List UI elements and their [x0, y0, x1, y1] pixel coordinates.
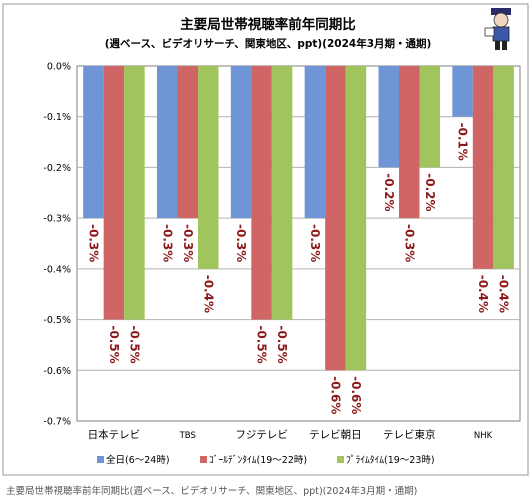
data-label: -0.4%	[476, 275, 490, 313]
chart-title: 主要局世帯視聴率前年同期比	[180, 16, 356, 33]
chart-subtitle: (週ベース、ビデオリサーチ、関東地区、ppt)(2024年3月期・通期)	[105, 37, 432, 50]
x-tick-label: テレビ朝日	[309, 429, 362, 441]
legend-label: ｺﾞｰﾙﾃﾞﾝﾀｲﾑ(19〜22時)	[209, 455, 307, 466]
data-label: -0.3%	[234, 224, 248, 262]
bar	[399, 66, 420, 219]
data-label: -0.1%	[456, 123, 470, 161]
bar	[419, 66, 440, 168]
y-tick-label: -0.1%	[43, 112, 71, 123]
data-label: -0.3%	[181, 224, 195, 262]
data-label: -0.2%	[382, 173, 396, 211]
x-tick-label: テレビ東京	[383, 428, 436, 441]
plot-border	[76, 65, 521, 422]
data-label: -0.3%	[86, 224, 100, 262]
bar	[452, 66, 473, 117]
figure-caption: 主要局世帯視聴率前年同期比(週ベース、ビデオリサーチ、関東地区、ppt)(202…	[6, 486, 418, 497]
legend-swatch	[97, 456, 104, 463]
y-tick-label: -0.2%	[43, 163, 71, 174]
data-label: -0.3%	[308, 224, 322, 262]
data-label: -0.5%	[255, 325, 269, 363]
data-label: -0.4%	[201, 275, 215, 313]
y-tick-label: -0.7%	[43, 417, 71, 428]
bar	[472, 66, 494, 269]
bar	[271, 66, 293, 320]
data-label: -0.6%	[349, 376, 363, 414]
bar	[103, 66, 125, 320]
data-label: -0.2%	[423, 173, 437, 211]
bar	[177, 66, 198, 219]
bar	[325, 66, 346, 371]
x-tick-label: NHK	[474, 431, 493, 441]
legend-label: 全日(6〜24時)	[106, 454, 170, 466]
y-tick-label: -0.5%	[43, 315, 71, 326]
y-tick-label: -0.3%	[43, 214, 71, 225]
data-label: -0.3%	[402, 224, 416, 262]
y-tick-label: 0.0%	[47, 62, 71, 73]
bar	[251, 66, 272, 320]
bar	[198, 66, 219, 269]
bar	[304, 66, 326, 219]
bar	[230, 66, 252, 219]
plot-area: 0.0% -0.1% -0.2% -0.3% -0.4% -0.5% -0.6% -0.7% -…	[43, 62, 521, 441]
data-label: -0.5%	[127, 325, 141, 363]
y-tick-label: -0.6%	[43, 366, 71, 377]
bar	[83, 66, 104, 219]
bar	[157, 66, 178, 219]
x-tick-label: TBS	[179, 431, 196, 441]
data-label: -0.5%	[107, 325, 121, 363]
legend-label: ﾌﾟﾗｲﾑﾀｲﾑ(19〜23時)	[346, 455, 435, 466]
legend: 全日(6〜24時) ｺﾞｰﾙﾃﾞﾝﾀｲﾑ(19〜22時) ﾌﾟﾗｲﾑﾀｲﾑ(19〜2…	[97, 454, 435, 466]
data-label: -0.4%	[497, 275, 511, 313]
bar	[493, 66, 514, 269]
x-tick-label: フジテレビ	[235, 429, 288, 441]
legend-swatch	[200, 456, 207, 463]
x-tick-label: 日本テレビ	[88, 428, 141, 441]
mascot-illustration	[484, 8, 511, 50]
data-label: -0.3%	[160, 224, 174, 262]
data-label: -0.5%	[275, 325, 289, 363]
bar	[124, 66, 145, 320]
bar	[345, 66, 367, 371]
data-label: -0.6%	[328, 376, 342, 414]
bar	[378, 66, 399, 168]
legend-swatch	[337, 456, 344, 463]
y-tick-label: -0.4%	[43, 264, 71, 275]
